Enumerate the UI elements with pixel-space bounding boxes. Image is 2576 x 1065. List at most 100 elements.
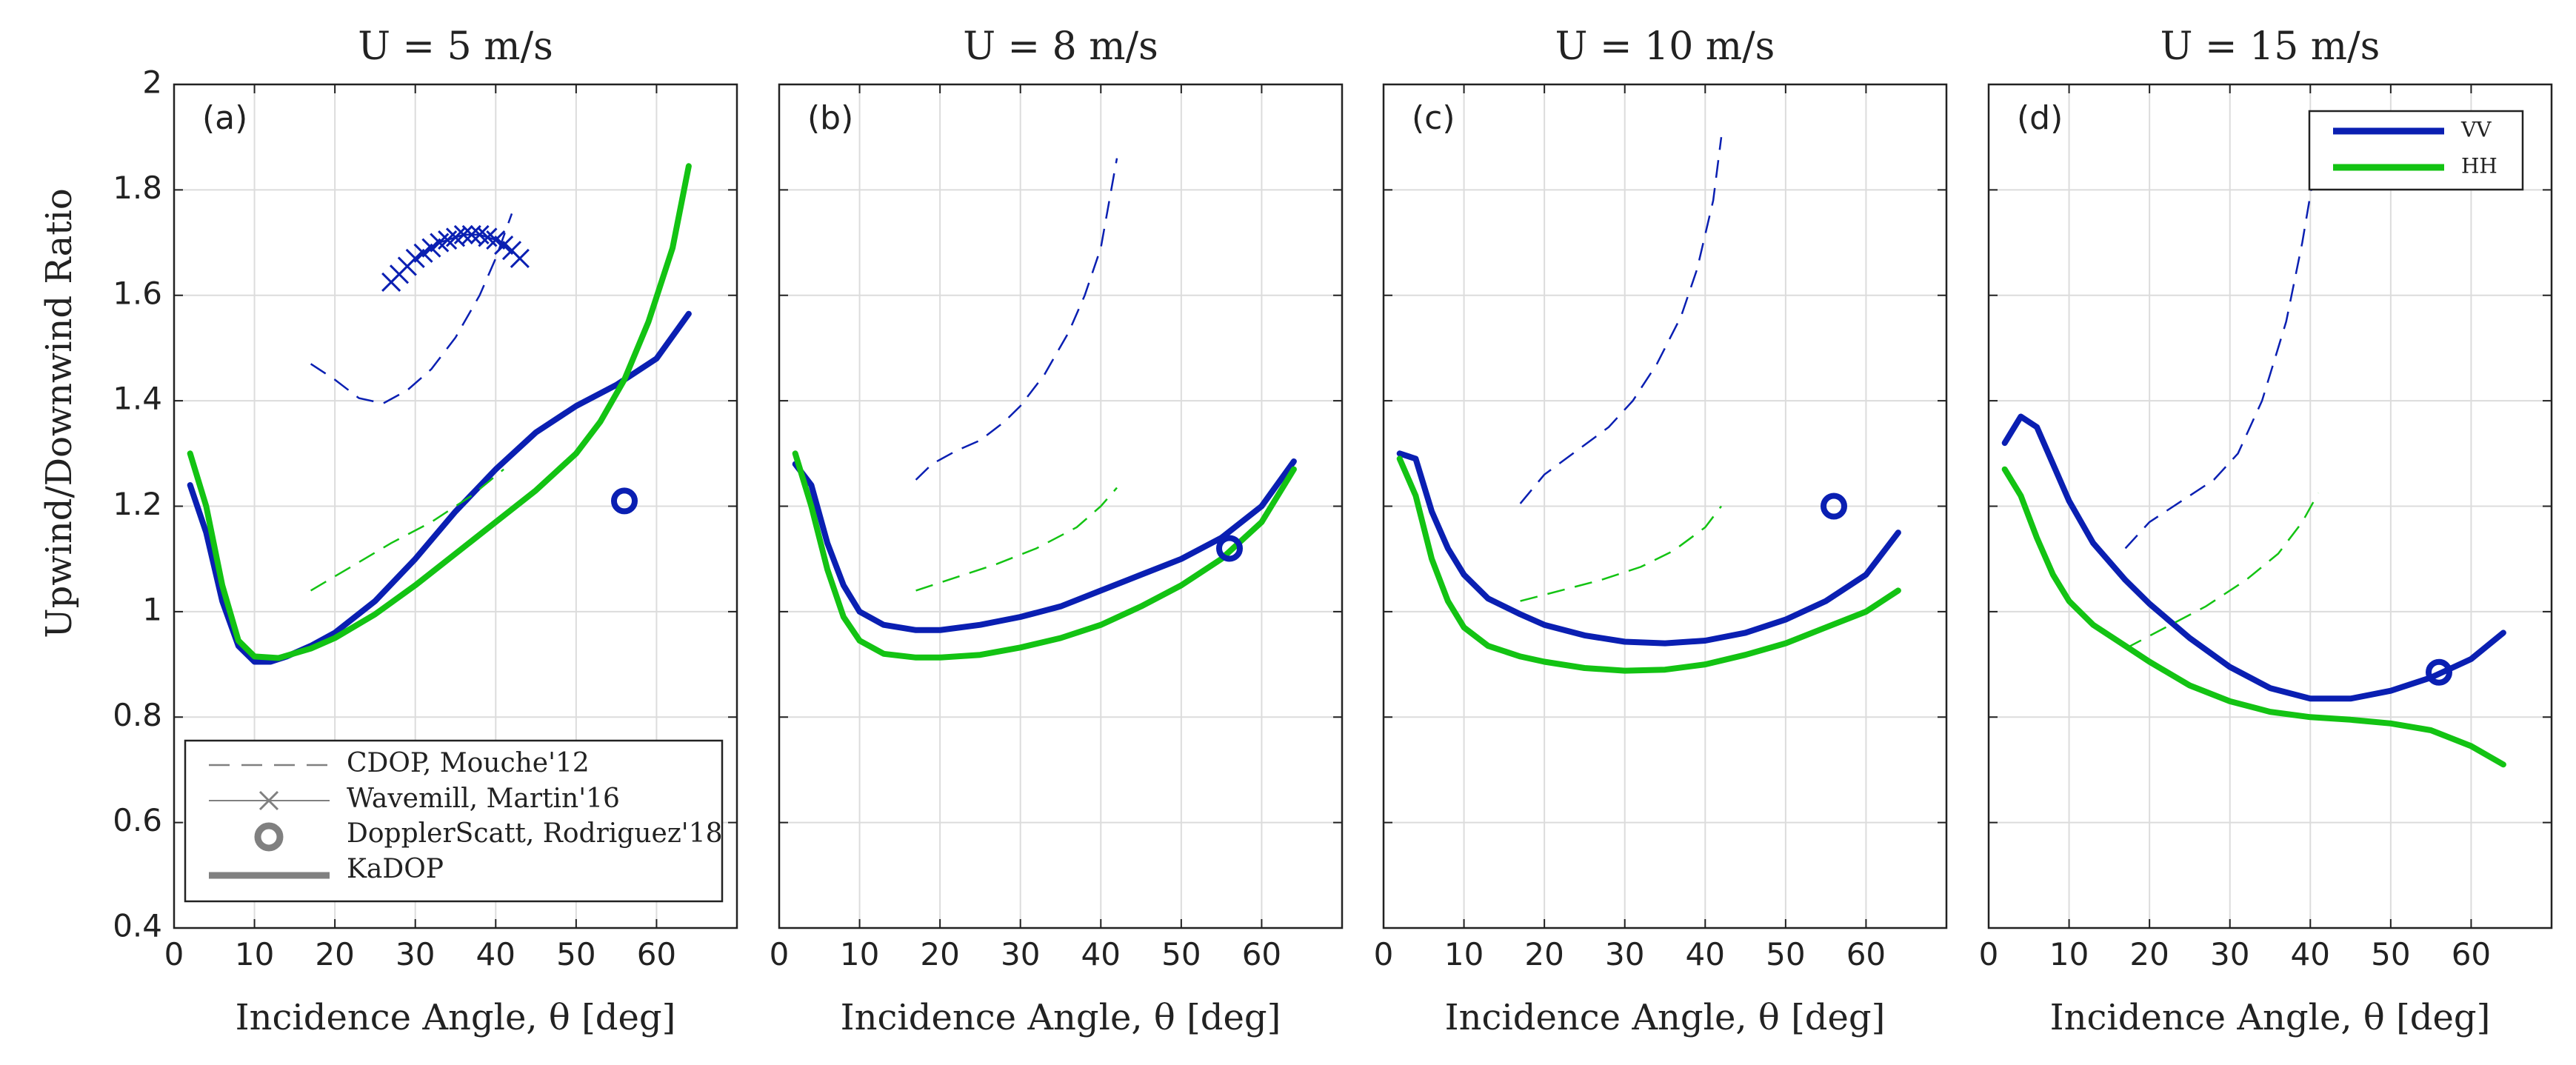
x-tick-label: 40 <box>1081 936 1121 972</box>
legend-vv-label: VV <box>2460 118 2492 142</box>
panel-3: 0 10 20 30 40 50 60 (c) U = 10 m/s Incidence Angl… <box>1374 24 1948 1038</box>
y-axis-label: Upwind/Downwind Ratio <box>39 188 80 638</box>
plot-frame <box>173 83 738 929</box>
legend-kadop-label: KaDOP <box>347 854 444 884</box>
cdop-vv-series <box>1519 137 1723 504</box>
y-tick-label: 2 <box>142 64 162 101</box>
polarization-legend: VV HH <box>2308 110 2524 191</box>
polarization-legend-box <box>2308 110 2524 191</box>
x-tick-label: 40 <box>2291 936 2330 972</box>
x-marker-stroke <box>494 236 514 256</box>
cdop-hh-series <box>1520 505 1722 602</box>
source-legend: CDOP, Mouche'12 Wavemill, Martin'16 Dopp… <box>184 739 724 903</box>
x-tick-label: 60 <box>637 936 676 972</box>
cdop-vv-series <box>915 158 1118 481</box>
cdop-vv-series <box>2124 147 2320 550</box>
kadop-vv-series <box>792 458 1297 633</box>
x-axis-label: Incidence Angle, θ [deg] <box>2050 997 2491 1038</box>
legend-circle-marker-icon <box>254 822 284 852</box>
x-tick-label: 50 <box>2371 936 2410 972</box>
kadop-vv-series <box>2001 413 2506 702</box>
x-tick-label: 0 <box>1374 936 1394 972</box>
dopplerscatt-marker <box>2426 658 2452 686</box>
x-tick-label: 0 <box>1979 936 1999 972</box>
x-tick-label: 60 <box>1242 936 1281 972</box>
x-tick-label: 10 <box>840 936 879 972</box>
x-axis-label: Incidence Angle, θ [deg] <box>841 997 1281 1038</box>
x-tick-label: 30 <box>396 936 435 972</box>
x-tick-label: 10 <box>235 936 274 972</box>
cdop-hh-series <box>915 487 1118 592</box>
legend-cdop-label: CDOP, Mouche'12 <box>347 748 590 778</box>
x-tick-label: 30 <box>1001 936 1040 972</box>
x-axis-label: Incidence Angle, θ [deg] <box>236 997 676 1038</box>
x-marker-stroke <box>478 227 498 247</box>
data-layer <box>792 158 1297 661</box>
cdop-hh-series <box>310 468 504 592</box>
x-tick-label: 20 <box>1524 936 1564 972</box>
panel-title: U = 8 m/s <box>963 24 1158 69</box>
x-tick-label: 10 <box>1444 936 1484 972</box>
panel-4: 0 10 20 30 40 50 60 (d) U = 15 m/s Incidence Angl… <box>1979 24 2553 1038</box>
legend-hh-label: HH <box>2461 154 2497 178</box>
x-tick-label: 60 <box>1846 936 1886 972</box>
x-tick-label: 60 <box>2452 936 2491 972</box>
x-marker <box>453 224 473 244</box>
data-layer <box>2001 147 2506 768</box>
cdop-hh-series <box>2125 493 2320 650</box>
x-tick-label: 40 <box>476 936 515 972</box>
panel-title: U = 10 m/s <box>1555 24 1775 69</box>
data-layer <box>1396 137 1901 674</box>
panel-title: U = 15 m/s <box>2160 24 2380 69</box>
y-tick-label: 1.2 <box>113 486 162 522</box>
x-marker <box>461 224 481 244</box>
x-tick-label: 20 <box>315 936 354 972</box>
x-marker-stroke <box>470 224 490 244</box>
x-tick-label: 30 <box>2210 936 2249 972</box>
dopplerscatt-marker <box>1216 535 1243 562</box>
x-tick-label: 30 <box>1605 936 1644 972</box>
x-marker-stroke <box>510 248 530 268</box>
legend-dopplerscatt-label: DopplerScatt, Rodriguez'18 <box>347 818 723 849</box>
y-tick-label: 1.4 <box>113 381 162 417</box>
panel-letter: (d) <box>2017 99 2063 137</box>
x-tick-label: 10 <box>2049 936 2089 972</box>
kadop-vv-series <box>1396 450 1901 647</box>
plot-frame <box>1382 83 1948 929</box>
data-layer <box>187 163 692 665</box>
legend-x-marker-icon <box>258 790 279 811</box>
y-tick-label: 1.6 <box>113 275 162 311</box>
dopplerscatt-marker <box>1821 493 1847 520</box>
panel-letter: (b) <box>807 99 853 137</box>
plot-frame <box>778 83 1344 929</box>
kadop-hh-series <box>792 450 1297 661</box>
x-tick-label: 20 <box>920 936 959 972</box>
x-tick-label: 50 <box>1766 936 1805 972</box>
x-marker-stroke <box>453 224 473 244</box>
x-marker-stroke <box>486 230 506 250</box>
x-marker-stroke <box>461 224 481 244</box>
panel-letter: (a) <box>202 99 247 137</box>
panel-2: 0 10 20 30 40 50 60 (b) U = 8 m/s Incidence Angle… <box>770 24 1344 1038</box>
panels: 0 10 20 30 40 50 60 0.4 0.6 0.8 1 1.2 1.4 1.6 1.8 2 (a) U… <box>113 24 2553 1038</box>
dopplerscatt-marker <box>611 487 638 515</box>
y-tick-label: 1 <box>142 591 162 627</box>
cdop-vv-series <box>310 213 513 405</box>
plot-frame <box>1987 83 2553 929</box>
x-tick-label: 50 <box>1161 936 1201 972</box>
y-tick-label: 0.4 <box>113 908 162 944</box>
x-tick-label: 40 <box>1686 936 1725 972</box>
x-tick-label: 0 <box>164 936 184 972</box>
panel-letter: (c) <box>1412 99 1455 137</box>
y-tick-label: 0.8 <box>113 697 162 733</box>
panel-title: U = 5 m/s <box>358 24 553 69</box>
kadop-hh-series <box>1396 455 1901 674</box>
x-axis-label: Incidence Angle, θ [deg] <box>1445 997 1886 1038</box>
y-tick-label: 1.8 <box>113 170 162 206</box>
kadop-hh-series <box>2001 466 2506 768</box>
kadop-hh-series <box>187 163 692 661</box>
x-tick-label: 20 <box>2129 936 2169 972</box>
y-tick-label: 0.6 <box>113 802 162 838</box>
x-tick-label: 50 <box>556 936 595 972</box>
